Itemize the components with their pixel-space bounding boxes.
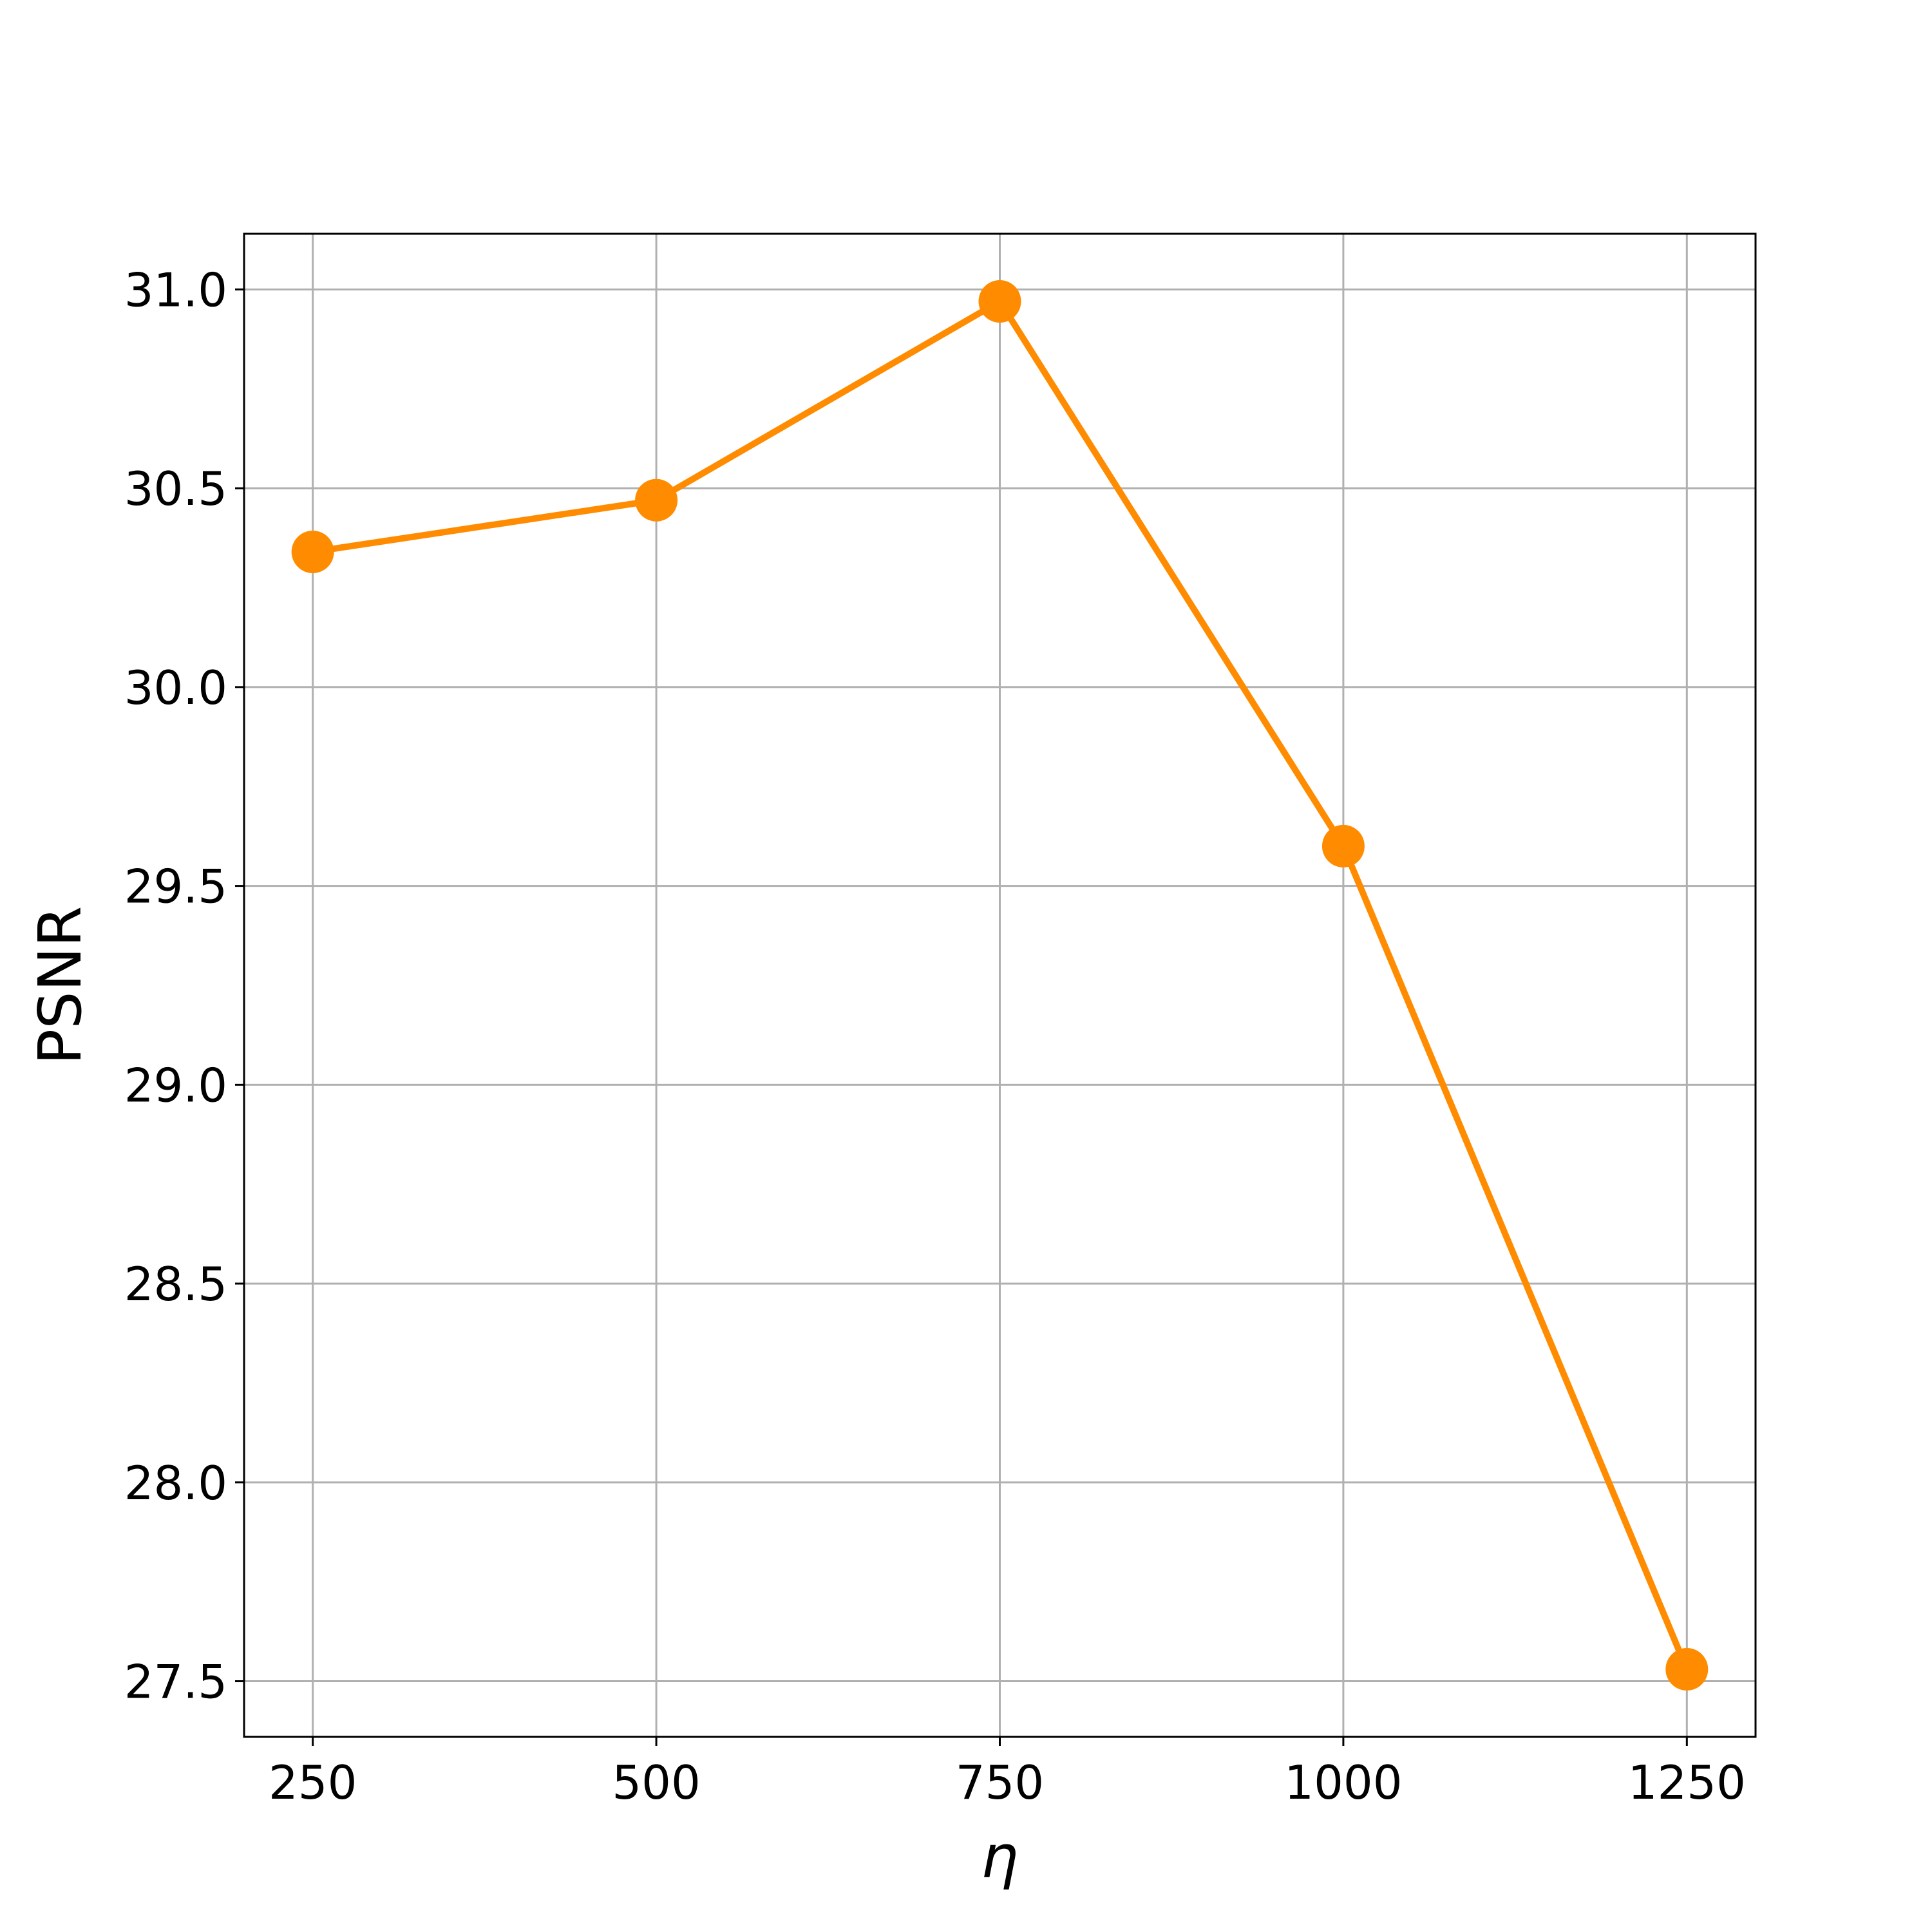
data-point: [635, 478, 678, 522]
x-tick-label: 1000: [1284, 1756, 1402, 1810]
y-tick-label: 31.0: [124, 263, 227, 317]
y-tick-label: 30.5: [124, 462, 227, 516]
data-point: [1665, 1648, 1709, 1691]
plot-frame: [243, 232, 1757, 1738]
y-tick-label: 29.0: [124, 1058, 227, 1112]
y-tick-label: 29.5: [124, 860, 227, 914]
x-axis-label: η: [981, 1823, 1018, 1891]
y-tick-label: 27.5: [124, 1655, 227, 1709]
data-point: [1321, 824, 1365, 867]
y-tick-label: 28.0: [124, 1456, 227, 1510]
y-axis-label: PSNR: [26, 906, 95, 1065]
y-tick-label: 28.5: [124, 1257, 227, 1311]
y-tick-label: 30.0: [124, 661, 227, 715]
x-tick-label: 1250: [1628, 1756, 1746, 1810]
data-point: [978, 279, 1021, 323]
x-tick-label: 750: [956, 1756, 1044, 1810]
data-point: [291, 530, 334, 573]
x-tick-label: 250: [269, 1756, 357, 1810]
x-tick-label: 500: [612, 1756, 700, 1810]
